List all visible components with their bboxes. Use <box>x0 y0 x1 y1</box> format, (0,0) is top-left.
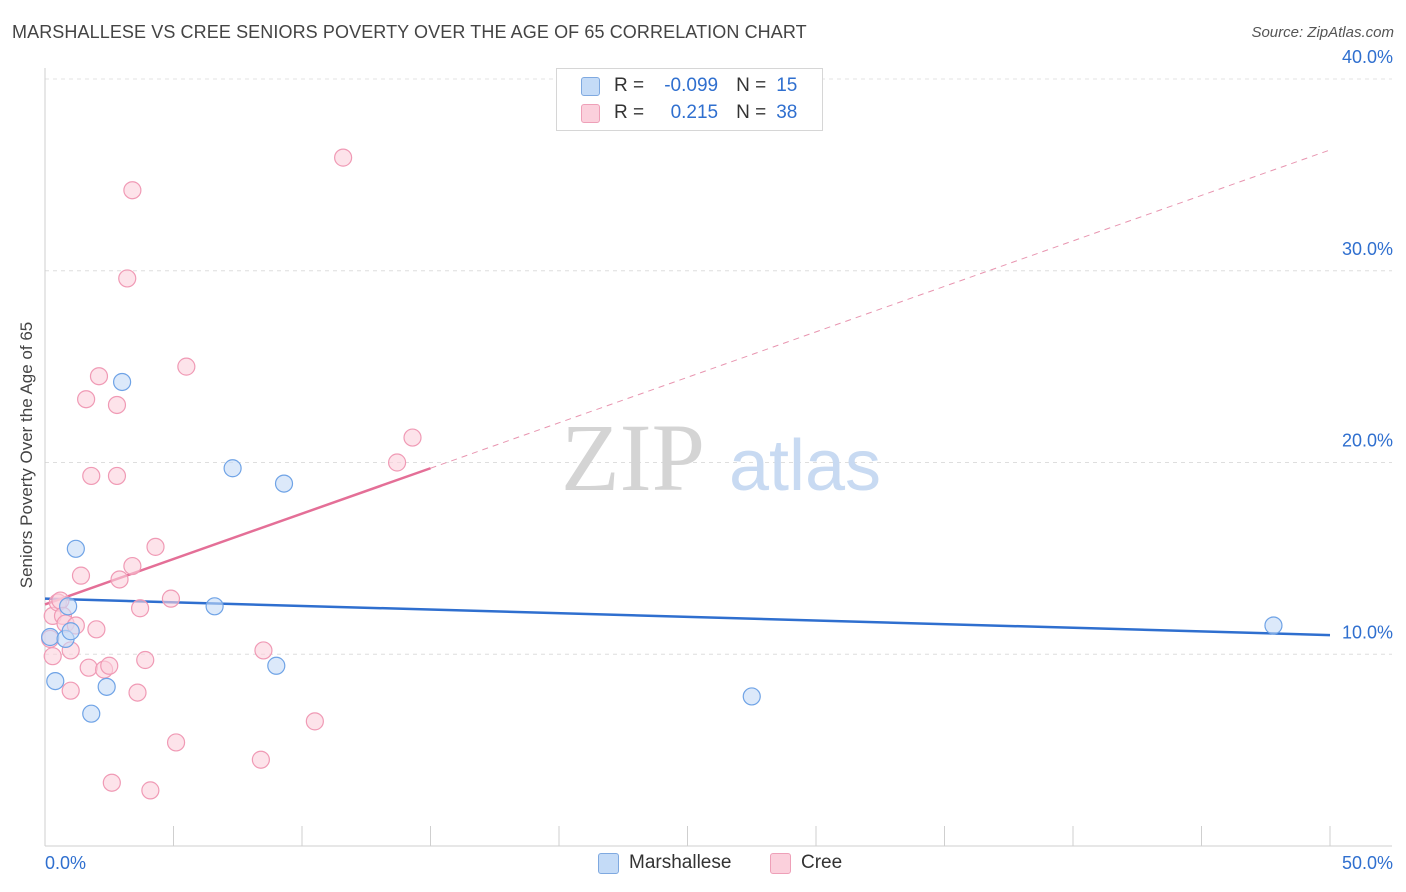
data-point-cree <box>77 390 96 409</box>
data-point-marshallese <box>66 539 85 558</box>
legend-swatch-marshallese <box>598 852 619 874</box>
legend-r-value: -0.099 <box>664 75 719 96</box>
y-tick-label: 40.0% <box>1342 47 1393 67</box>
data-point-marshallese <box>223 459 242 478</box>
data-point-marshallese <box>742 687 761 706</box>
tick-labels: 10.0% 20.0% 30.0% 40.0% 0.0% 50.0% <box>45 47 1393 873</box>
legend-swatch-cree <box>770 852 791 874</box>
data-point-cree <box>403 428 422 447</box>
data-point-marshallese <box>274 474 294 493</box>
data-point-cree <box>118 269 137 288</box>
data-point-cree <box>102 773 121 792</box>
legend-r-label: R = <box>614 75 645 96</box>
data-point-marshallese <box>82 704 101 723</box>
trend-line-marshallese <box>44 597 1331 637</box>
data-point-cree <box>128 683 147 702</box>
trend-extension-cree <box>430 149 1331 469</box>
x-tick-label-min: 0.0% <box>45 853 86 873</box>
data-point-cree <box>254 641 273 660</box>
y-tick-label: 20.0% <box>1342 431 1393 451</box>
data-point-cree <box>161 589 181 608</box>
data-point-cree <box>71 566 91 585</box>
data-point-marshallese <box>205 597 224 616</box>
legend-n-label: N = <box>736 102 767 123</box>
legend-item-cree[interactable]: Cree <box>770 852 842 874</box>
correlation-legend: R = -0.099 N = 15 R = 0.215 N = 38 <box>556 68 823 131</box>
legend-row-cree: R = 0.215 N = 38 <box>581 101 797 125</box>
data-point-marshallese <box>1264 616 1283 635</box>
data-point-cree <box>334 148 353 167</box>
data-point-cree <box>110 570 129 589</box>
data-point-cree <box>87 620 106 639</box>
data-point-marshallese <box>61 622 80 641</box>
data-point-cree <box>251 750 270 769</box>
chart-title: MARSHALLESE VS CREE SENIORS POVERTY OVER… <box>12 22 807 42</box>
data-point-cree <box>123 181 142 200</box>
grid-layer <box>45 78 1392 655</box>
x-tick-label-max: 50.0% <box>1342 853 1393 873</box>
data-point-marshallese <box>59 597 78 616</box>
axes-layer <box>44 68 1392 847</box>
legend-n-value: 15 <box>776 75 798 96</box>
data-point-cree <box>89 367 109 386</box>
data-point-cree <box>107 395 127 415</box>
watermark: ZIP atlas <box>561 404 881 511</box>
series-legend: Marshallese Cree <box>0 852 1406 878</box>
data-point-marshallese <box>267 656 286 675</box>
legend-r-label: R = <box>614 102 645 123</box>
data-point-marshallese <box>97 677 116 696</box>
trend-layer <box>44 149 1331 637</box>
legend-label-marshallese: Marshallese <box>629 852 732 873</box>
data-point-cree <box>305 712 324 731</box>
y-tick-label: 10.0% <box>1342 622 1393 642</box>
data-point-cree <box>387 453 407 472</box>
data-point-cree <box>130 599 150 618</box>
y-tick-label: 30.0% <box>1342 239 1393 259</box>
legend-r-value: 0.215 <box>670 102 719 123</box>
data-point-marshallese <box>46 671 65 691</box>
data-point-cree <box>82 466 101 486</box>
source-label: Source: ZipAtlas.com <box>1251 24 1394 41</box>
data-point-cree <box>166 733 186 752</box>
legend-n-value: 38 <box>776 102 798 123</box>
legend-swatch-marshallese <box>581 76 600 96</box>
data-point-cree <box>107 466 127 486</box>
data-point-cree <box>141 781 160 800</box>
data-point-marshallese <box>41 627 60 647</box>
legend-swatch-cree <box>581 103 600 123</box>
trend-line-cree <box>44 467 431 606</box>
legend-label-cree: Cree <box>801 852 843 873</box>
data-point-cree <box>123 556 142 576</box>
data-point-cree <box>146 537 165 556</box>
data-point-cree <box>61 681 80 700</box>
data-point-cree <box>79 658 98 677</box>
watermark-zip: ZIP <box>561 404 705 511</box>
data-point-cree <box>177 357 196 376</box>
points-layer <box>41 148 1283 800</box>
legend-n-label: N = <box>736 75 767 96</box>
data-point-cree <box>43 647 62 666</box>
legend-row-marshallese: R = -0.099 N = 15 <box>581 74 797 98</box>
legend-item-marshallese[interactable]: Marshallese <box>598 852 731 874</box>
data-point-cree <box>100 656 119 675</box>
watermark-atlas: atlas <box>729 426 881 506</box>
data-point-marshallese <box>112 372 132 392</box>
data-point-cree <box>136 650 155 670</box>
